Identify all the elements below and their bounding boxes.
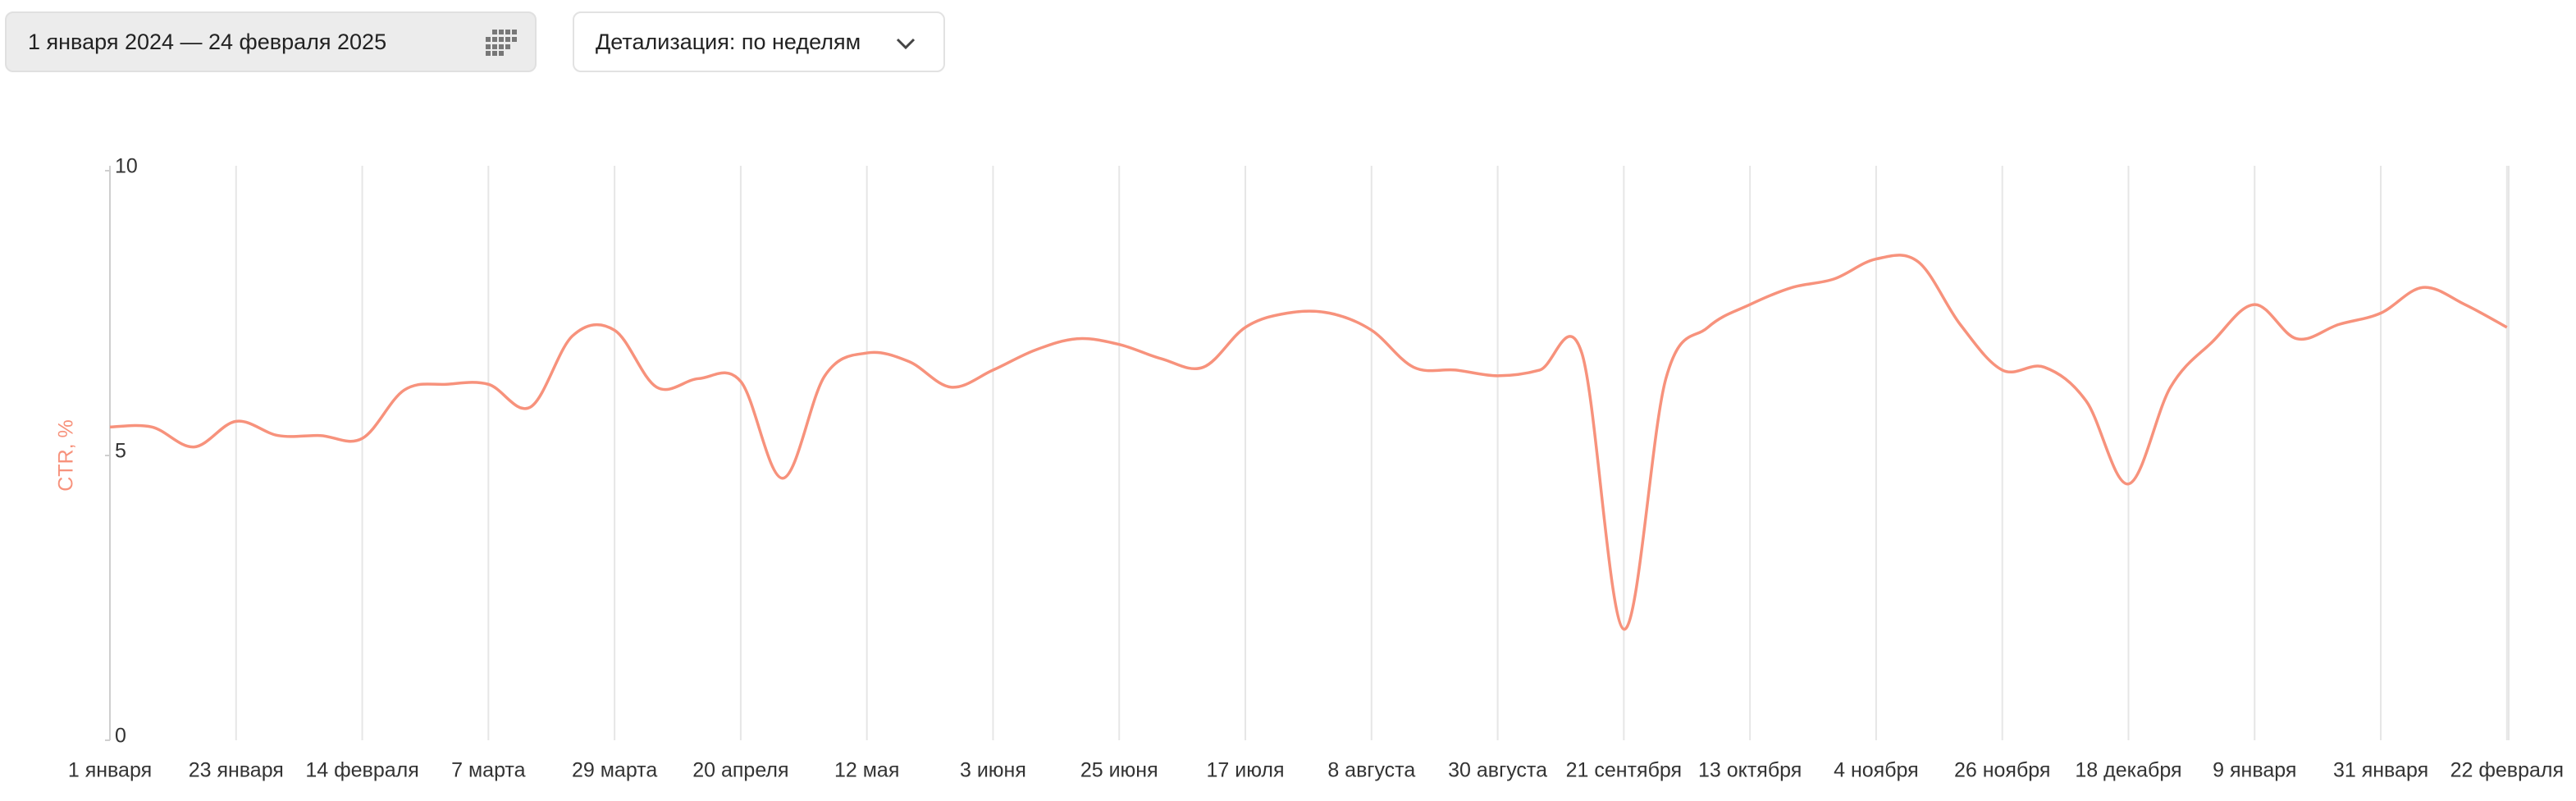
x-tick-label: 4 ноября — [1834, 759, 1919, 782]
x-tick-label: 13 октября — [1698, 759, 1802, 782]
detail-text: Детализация: по неделям — [596, 29, 861, 54]
x-tick-label: 21 сентября — [1566, 759, 1682, 782]
x-tick-label: 3 июня — [960, 759, 1026, 782]
x-tick-label: 29 марта — [572, 759, 657, 782]
x-tick-label: 31 января — [2333, 759, 2428, 782]
x-tick-label: 8 августа — [1327, 759, 1415, 782]
ctr-line — [109, 254, 2508, 631]
y-tick-label: 10 — [115, 155, 138, 178]
date-range-text: 1 января 2024 — 24 февраля 2025 — [28, 29, 387, 54]
detail-dropdown[interactable]: Детализация: по неделям — [573, 11, 945, 72]
date-range-picker[interactable]: 1 января 2024 — 24 февраля 2025 — [5, 11, 537, 72]
x-tick-label: 25 июня — [1080, 759, 1158, 782]
x-tick-label: 1 января — [68, 759, 152, 782]
y-axis-title: CTR, % — [55, 419, 78, 492]
y-tick-label: 5 — [115, 440, 126, 463]
x-tick-label: 23 января — [189, 759, 284, 782]
x-tick-label: 17 июля — [1206, 759, 1284, 782]
x-tick-label: 18 декабря — [2075, 759, 2181, 782]
x-tick-label: 20 апреля — [692, 759, 788, 782]
x-tick-label: 26 ноября — [1954, 759, 2050, 782]
calendar-icon — [486, 30, 517, 56]
chevron-icon — [896, 38, 916, 50]
x-tick-label: 12 мая — [834, 759, 899, 782]
x-tick-label: 9 января — [2213, 759, 2296, 782]
x-tick-label: 14 февраля — [305, 759, 418, 782]
x-tick-label: 7 марта — [451, 759, 525, 782]
x-tick-label: 22 февраля — [2450, 759, 2564, 782]
x-tick-label: 30 августа — [1448, 759, 1547, 782]
y-tick-label: 0 — [115, 725, 126, 748]
